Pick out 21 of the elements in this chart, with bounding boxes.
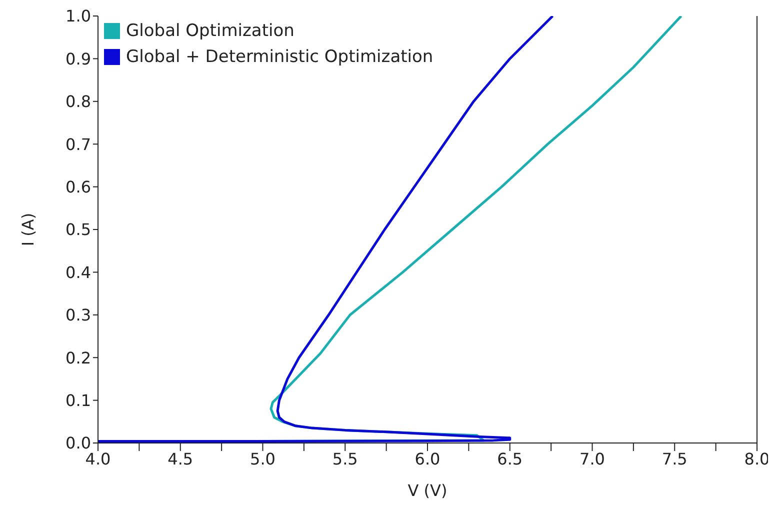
legend-label: Global + Deterministic Optimization	[126, 46, 434, 69]
y-tick-label: 0.3	[66, 306, 91, 325]
legend-label: Global Optimization	[126, 20, 294, 43]
x-tick-label: 5.0	[250, 449, 276, 468]
y-axis-title: I (A)	[18, 212, 38, 246]
x-tick-label: 6.0	[414, 449, 440, 468]
y-tick-label: 0.5	[66, 220, 91, 240]
y-tick-label: 0.8	[66, 92, 91, 112]
y-tick-label: 0.6	[66, 177, 91, 196]
y-tick-label: 0.7	[66, 134, 91, 154]
x-tick-label: 4.5	[168, 449, 194, 468]
y-tick-label: 0.4	[66, 262, 91, 282]
y-tick-label: 0.9	[66, 49, 91, 68]
y-tick-label: 0.2	[66, 348, 91, 368]
x-axis-title: V (V)	[408, 481, 448, 500]
y-tick-label: 0.1	[66, 390, 91, 410]
x-tick-label: 6.5	[497, 449, 523, 468]
x-tick-label: 7.5	[662, 449, 688, 468]
x-tick-label: 5.5	[332, 449, 358, 468]
y-tick-label: 1.0	[66, 6, 91, 26]
x-tick-label: 7.0	[580, 449, 605, 468]
